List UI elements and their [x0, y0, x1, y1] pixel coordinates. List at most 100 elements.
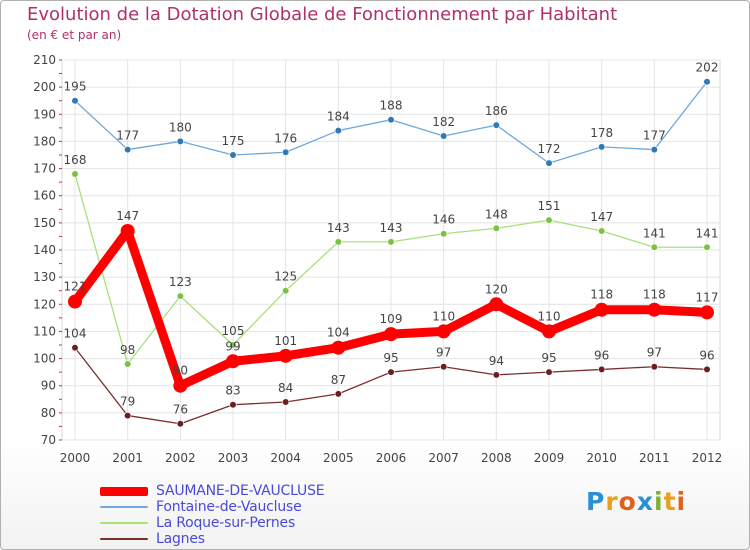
data-label: 105 — [222, 324, 245, 338]
legend-label-saumane: SAUMANE-DE-VAUCLUSE — [156, 483, 325, 499]
data-point — [545, 159, 553, 167]
y-tick-label: 100 — [33, 352, 56, 366]
legend-item-la-roque[interactable]: La Roque-sur-Pernes — [100, 515, 295, 531]
data-label: 143 — [327, 221, 350, 235]
x-tick-label: 2005 — [323, 451, 354, 465]
data-point — [176, 292, 184, 300]
data-label: 151 — [538, 199, 561, 213]
data-label: 125 — [274, 270, 297, 284]
data-label: 96 — [594, 348, 609, 362]
legend-item-saumane[interactable]: SAUMANE-DE-VAUCLUSE — [100, 483, 325, 499]
x-tick-label: 2007 — [428, 451, 459, 465]
data-point — [229, 401, 237, 409]
chart-subtitle: (en € et par an) — [27, 28, 122, 42]
data-label: 188 — [380, 99, 403, 113]
legend-swatch-fontaine — [100, 506, 148, 508]
y-tick-label: 150 — [33, 216, 56, 230]
x-tick-label: 2009 — [534, 451, 565, 465]
data-point — [545, 216, 553, 224]
y-tick-label: 70 — [41, 433, 56, 447]
data-point — [598, 365, 606, 374]
logo-letter: i — [654, 487, 664, 516]
data-point — [331, 340, 346, 355]
data-label: 141 — [696, 226, 719, 240]
data-label: 99 — [225, 339, 240, 353]
data-point — [229, 151, 237, 159]
data-point — [387, 116, 395, 124]
chart-legend: SAUMANE-DE-VAUCLUSE Fontaine-de-Vaucluse… — [100, 483, 325, 547]
logo-letter: r — [605, 487, 619, 516]
data-label: 143 — [380, 221, 403, 235]
data-label: 148 — [485, 207, 508, 221]
legend-swatch-lagnes — [100, 538, 148, 540]
data-label: 90 — [173, 364, 188, 378]
x-tick-label: 2000 — [60, 451, 91, 465]
data-point — [282, 398, 290, 406]
logo-letter: i — [676, 487, 687, 516]
data-label: 109 — [380, 312, 403, 326]
data-label: 104 — [327, 326, 350, 340]
data-label: 95 — [541, 351, 556, 365]
data-point — [542, 324, 556, 339]
data-label: 141 — [643, 226, 666, 240]
data-label: 118 — [590, 288, 613, 302]
data-point — [700, 305, 714, 320]
y-tick-label: 200 — [33, 80, 56, 94]
data-label: 186 — [485, 104, 508, 118]
data-label: 146 — [432, 213, 455, 227]
data-point — [176, 137, 184, 146]
data-label: 97 — [436, 346, 451, 360]
data-point — [703, 365, 711, 374]
data-point — [492, 121, 500, 129]
x-tick-label: 2008 — [481, 451, 512, 465]
x-tick-label: 2003 — [218, 451, 249, 465]
data-label: 147 — [590, 210, 613, 224]
data-point — [278, 348, 293, 363]
data-label: 177 — [643, 129, 666, 143]
data-point — [440, 132, 448, 140]
y-tick-label: 210 — [33, 53, 56, 67]
data-label: 110 — [538, 309, 561, 323]
x-tick-label: 2006 — [376, 451, 407, 465]
data-point — [124, 411, 132, 420]
logo-letter: x — [636, 487, 654, 516]
proxiti-logo: Proxiti — [586, 487, 686, 516]
data-label: 175 — [222, 134, 245, 148]
data-point — [436, 324, 451, 339]
data-point — [124, 360, 132, 368]
x-tick-label: 2012 — [692, 451, 723, 465]
x-tick-label: 2004 — [270, 451, 301, 465]
data-point — [492, 224, 500, 232]
y-tick-label: 190 — [33, 107, 56, 121]
data-point — [440, 230, 448, 238]
legend-swatch-saumane — [100, 486, 148, 496]
data-label: 177 — [116, 129, 139, 143]
y-tick-label: 160 — [33, 189, 56, 203]
data-label: 94 — [489, 354, 504, 368]
x-tick-label: 2010 — [586, 451, 617, 465]
y-tick-label: 170 — [33, 162, 56, 176]
legend-item-fontaine[interactable]: Fontaine-de-Vaucluse — [100, 499, 302, 515]
data-label: 120 — [485, 282, 508, 296]
data-label: 178 — [590, 126, 613, 140]
x-tick-label: 2011 — [639, 451, 670, 465]
y-tick-label: 80 — [41, 406, 56, 420]
data-label: 110 — [432, 309, 455, 323]
y-tick-label: 110 — [33, 324, 56, 338]
legend-item-lagnes[interactable]: Lagnes — [100, 531, 205, 547]
legend-label-lagnes: Lagnes — [156, 531, 205, 547]
data-point — [489, 297, 504, 312]
data-point — [229, 341, 237, 349]
data-label: 117 — [696, 290, 719, 304]
data-label: 172 — [538, 142, 561, 156]
data-label: 195 — [64, 80, 87, 94]
data-point — [650, 363, 658, 371]
data-label: 202 — [696, 61, 719, 75]
data-point — [440, 363, 448, 371]
data-point — [384, 327, 398, 342]
data-point — [334, 238, 342, 246]
data-point — [387, 368, 395, 376]
data-point — [71, 97, 79, 105]
data-point — [124, 145, 132, 154]
